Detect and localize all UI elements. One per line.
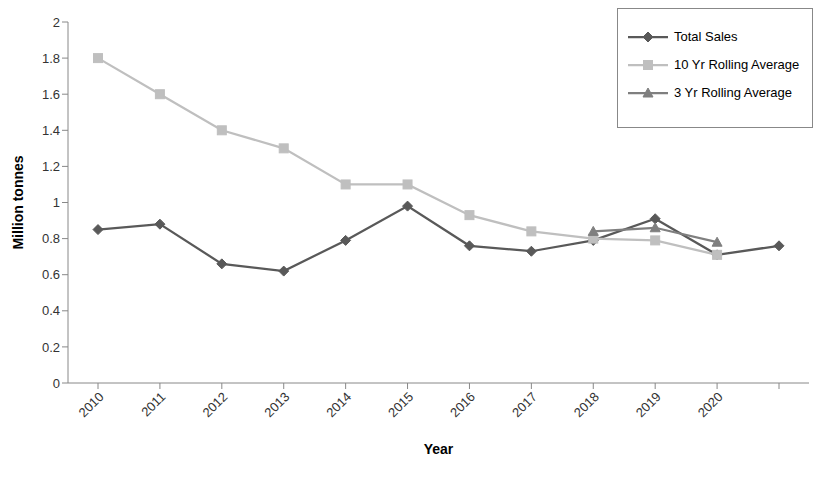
html-text:3 Yr Rolling Average: 3 Yr Rolling Average <box>674 85 792 100</box>
svg-text:2011: 2011 <box>138 389 168 419</box>
svg-text:1.4: 1.4 <box>42 123 60 138</box>
svg-text:0.2: 0.2 <box>42 340 60 355</box>
svg-text:0.6: 0.6 <box>42 267 60 282</box>
svg-text:1.6: 1.6 <box>42 87 60 102</box>
svg-text:0: 0 <box>53 376 60 391</box>
svg-text:2013: 2013 <box>261 389 292 420</box>
svg-text:Million tonnes: Million tonnes <box>10 155 26 249</box>
svg-text:2014: 2014 <box>323 389 354 420</box>
svg-text:2018: 2018 <box>571 389 602 420</box>
svg-text:2020: 2020 <box>695 389 726 420</box>
svg-text:2012: 2012 <box>199 389 230 420</box>
svg-text:0.8: 0.8 <box>42 231 60 246</box>
svg-text:1.2: 1.2 <box>42 159 60 174</box>
svg-text:1.8: 1.8 <box>42 51 60 66</box>
svg-text:2015: 2015 <box>385 389 416 420</box>
html-text:10 Yr Rolling Average: 10 Yr Rolling Average <box>674 57 800 72</box>
html-text:Total Sales: Total Sales <box>674 29 738 44</box>
svg-text:1: 1 <box>53 195 60 210</box>
svg-text:2019: 2019 <box>633 389 664 420</box>
svg-text:2: 2 <box>53 15 60 30</box>
svg-text:2016: 2016 <box>447 389 478 420</box>
svg-text:Year: Year <box>424 441 454 457</box>
svg-text:2010: 2010 <box>76 389 107 420</box>
svg-text:0.4: 0.4 <box>42 303 60 318</box>
svg-text:2017: 2017 <box>509 389 540 420</box>
